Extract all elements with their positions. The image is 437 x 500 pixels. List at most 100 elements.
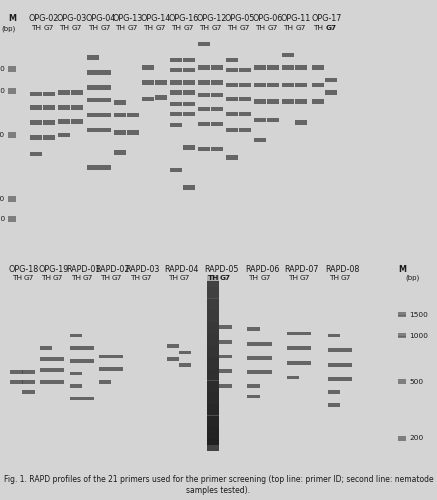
- Bar: [295, 65, 307, 70]
- Bar: [226, 155, 238, 160]
- Text: G7: G7: [267, 25, 278, 31]
- Text: TH: TH: [255, 25, 265, 31]
- Text: 1500: 1500: [0, 66, 5, 71]
- Bar: [70, 346, 82, 350]
- Bar: [211, 65, 223, 70]
- Bar: [198, 122, 210, 126]
- Bar: [142, 65, 154, 70]
- Bar: [295, 99, 307, 103]
- Bar: [99, 113, 111, 117]
- Bar: [82, 359, 94, 362]
- Text: RAPD-07: RAPD-07: [284, 265, 319, 274]
- Bar: [52, 368, 64, 372]
- Text: 500: 500: [0, 132, 5, 138]
- Text: TH: TH: [143, 25, 153, 31]
- Bar: [170, 112, 182, 116]
- Bar: [142, 96, 154, 101]
- Bar: [287, 376, 299, 380]
- Bar: [325, 90, 337, 95]
- Bar: [198, 93, 210, 97]
- Bar: [82, 346, 94, 350]
- Bar: [179, 350, 191, 354]
- Bar: [207, 334, 219, 345]
- Text: 200: 200: [0, 196, 5, 202]
- Text: TH: TH: [88, 25, 97, 31]
- Bar: [167, 357, 179, 360]
- Bar: [87, 165, 99, 170]
- Bar: [312, 82, 324, 87]
- Bar: [99, 354, 111, 358]
- Bar: [30, 106, 42, 110]
- Bar: [7, 216, 16, 218]
- Bar: [7, 134, 16, 136]
- Bar: [43, 120, 55, 124]
- Bar: [114, 130, 126, 134]
- Bar: [247, 384, 260, 388]
- Text: G7: G7: [341, 274, 351, 280]
- Bar: [282, 52, 294, 57]
- Bar: [183, 145, 195, 150]
- Bar: [87, 85, 99, 90]
- Bar: [299, 332, 311, 336]
- Bar: [207, 380, 219, 392]
- Bar: [219, 326, 232, 329]
- Bar: [207, 439, 219, 450]
- Bar: [30, 152, 42, 156]
- Bar: [398, 379, 406, 381]
- Text: TH: TH: [171, 25, 181, 31]
- Bar: [398, 334, 406, 336]
- Bar: [127, 113, 139, 117]
- Bar: [7, 70, 16, 72]
- Bar: [254, 99, 266, 103]
- Bar: [247, 328, 260, 331]
- Text: G7: G7: [325, 25, 336, 31]
- Bar: [328, 334, 340, 338]
- Bar: [260, 370, 272, 374]
- Text: 1500: 1500: [409, 312, 428, 318]
- Bar: [99, 85, 111, 90]
- Bar: [207, 298, 219, 310]
- Bar: [22, 390, 35, 394]
- Bar: [328, 348, 340, 352]
- Bar: [170, 68, 182, 72]
- Bar: [211, 122, 223, 126]
- Bar: [219, 384, 232, 388]
- Text: RAPD-04: RAPD-04: [164, 265, 198, 274]
- Bar: [82, 396, 94, 400]
- Text: OPG-02: OPG-02: [28, 14, 59, 22]
- Text: OPG-13: OPG-13: [113, 14, 143, 22]
- Text: M: M: [398, 265, 406, 274]
- Bar: [239, 82, 251, 87]
- Bar: [7, 88, 16, 90]
- Bar: [198, 106, 210, 111]
- Bar: [198, 146, 210, 151]
- Bar: [260, 356, 272, 360]
- Text: TH: TH: [249, 274, 258, 280]
- Bar: [87, 98, 99, 102]
- Bar: [207, 346, 219, 357]
- Text: TH: TH: [227, 25, 237, 31]
- Text: OPG-11: OPG-11: [281, 14, 311, 22]
- Text: TH: TH: [313, 25, 323, 31]
- Bar: [7, 92, 16, 94]
- Bar: [43, 135, 55, 140]
- Text: G7: G7: [128, 25, 138, 31]
- Bar: [295, 120, 307, 124]
- Bar: [254, 118, 266, 122]
- Bar: [7, 68, 16, 70]
- Text: TH: TH: [71, 274, 81, 280]
- Bar: [207, 404, 219, 415]
- Bar: [71, 106, 83, 110]
- Bar: [239, 68, 251, 72]
- Bar: [155, 80, 167, 84]
- Text: TH: TH: [59, 25, 69, 31]
- Bar: [7, 218, 16, 220]
- Text: M: M: [8, 14, 16, 22]
- Bar: [183, 80, 195, 84]
- Bar: [87, 113, 99, 117]
- Bar: [207, 392, 219, 404]
- Bar: [398, 333, 406, 335]
- Bar: [260, 342, 272, 346]
- Bar: [398, 439, 406, 441]
- Bar: [211, 80, 223, 84]
